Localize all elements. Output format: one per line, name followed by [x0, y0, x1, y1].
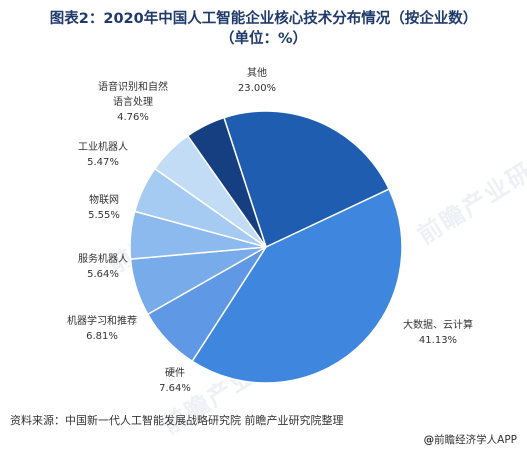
slice-label-name: 硬件	[165, 368, 185, 379]
slice-label-3: 机器学习和推荐 6.81%	[42, 314, 162, 344]
credit: @前瞻经济学人APP	[424, 432, 517, 447]
slice-label-value: 5.55%	[88, 210, 120, 221]
credit-mark: @	[423, 434, 435, 446]
slice-label-4: 服务机器人 5.64%	[58, 252, 148, 282]
slice-label-name: 物联网	[89, 195, 119, 206]
pie-slice-1	[191, 188, 403, 384]
pie-slice-0	[223, 110, 391, 249]
slice-label-value: 23.00%	[237, 83, 277, 94]
slice-label-value: 6.81%	[86, 331, 118, 342]
slice-label-2: 硬件 7.64%	[150, 366, 200, 396]
slice-label-name: 机器学习和推荐	[67, 316, 137, 327]
slice-label-value: 41.13%	[418, 335, 458, 346]
slice-label-5: 物联网 5.55%	[74, 193, 134, 223]
slice-label-6: 工业机器人 5.47%	[58, 140, 148, 170]
slice-label-name: 服务机器人	[78, 254, 128, 265]
slice-label-value: 5.47%	[87, 157, 119, 168]
chart-subtitle: （单位：%）	[219, 31, 308, 47]
slice-label-name: 大数据、云计算	[403, 320, 473, 331]
chart-title: 图表2：2020年中国人工智能企业核心技术分布情况（按企业数）	[49, 11, 478, 27]
slice-label-7: 语音识别和自然 语言处理 4.76%	[72, 80, 194, 125]
slice-label-value: 7.64%	[159, 383, 191, 394]
slice-label-name: 工业机器人	[78, 142, 128, 153]
slice-label-name-cont: 语言处理	[113, 97, 153, 108]
slice-label-name: 语音识别和自然	[98, 82, 168, 93]
source-note: 资料来源：中国新一代人工智能发展战略研究院 前瞻产业研究院整理	[10, 414, 344, 427]
pie-slice-7	[186, 116, 267, 248]
slice-label-1: 大数据、云计算 41.13%	[378, 318, 498, 348]
slice-label-value: 4.76%	[117, 112, 149, 123]
credit-text: 前瞻经济学人APP	[434, 434, 517, 446]
slice-label-0: 其他 23.00%	[212, 66, 302, 96]
slice-label-value: 5.64%	[87, 269, 119, 280]
slice-label-name: 其他	[247, 68, 267, 79]
